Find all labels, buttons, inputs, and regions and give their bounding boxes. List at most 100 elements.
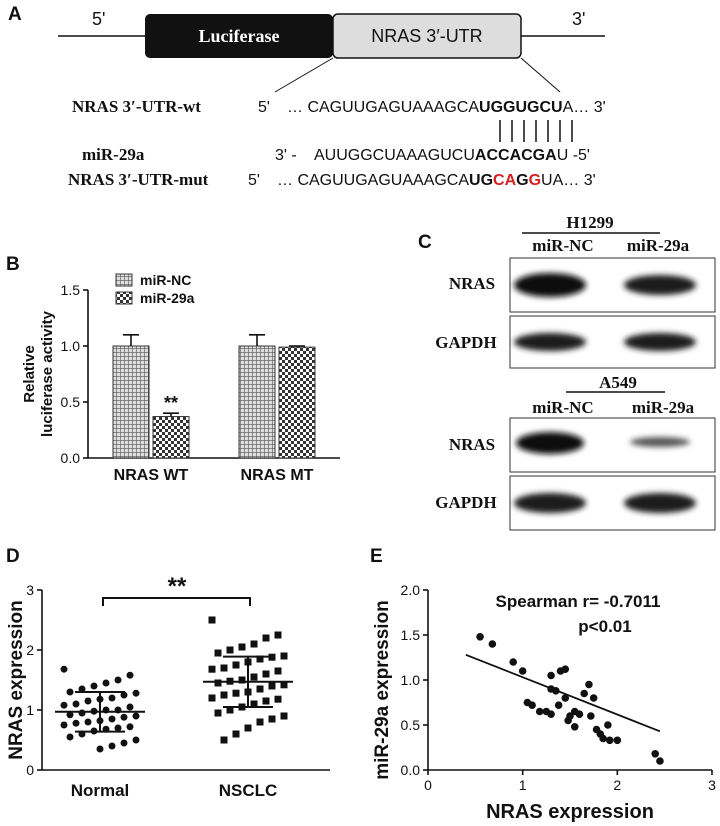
- data-point: [66, 688, 74, 696]
- data-point: [214, 679, 222, 687]
- data-point: [78, 709, 86, 717]
- data-point: [72, 719, 80, 727]
- data-point: [580, 689, 588, 698]
- luciferase-label: Luciferase: [199, 26, 280, 46]
- data-point: [232, 661, 240, 669]
- data-point: [528, 701, 536, 709]
- sequence-segment: A… 3': [563, 99, 606, 116]
- sequence-segment: G: [516, 172, 528, 189]
- data-point: [262, 634, 270, 642]
- data-point: [132, 712, 140, 720]
- luciferase-box: [145, 14, 333, 58]
- data-point: [208, 616, 216, 624]
- sequence-segment: AUUGGCUAAAGUCU: [314, 147, 475, 164]
- protein-label: NRAS: [449, 274, 495, 293]
- data-point: [96, 745, 104, 753]
- data-point: [244, 724, 252, 732]
- lane-label: miR-NC: [532, 398, 593, 417]
- sequence-segment: UGGUGCU: [479, 99, 563, 116]
- sequence-segment: UA… 3': [541, 172, 596, 189]
- data-point: [72, 700, 80, 708]
- five-prime: 5': [92, 9, 105, 29]
- data-point: [651, 750, 659, 758]
- sequence-segment: … CAGUUGAGUAAAGCA: [277, 172, 469, 189]
- y-axis-label: miR-29a expression: [372, 600, 393, 780]
- sequence: 5'… CAGUUGAGUAAAGCAUGCAGGUA… 3': [248, 172, 596, 189]
- blot-bands: [514, 273, 696, 513]
- x-tick-label: NSCLC: [219, 781, 278, 800]
- panel-label: C: [418, 232, 432, 253]
- data-point: [599, 734, 607, 743]
- data-point: [238, 676, 246, 684]
- data-point: [208, 665, 216, 673]
- annotation: **: [168, 573, 187, 600]
- panel-label: B: [6, 254, 20, 275]
- data-point: [132, 689, 140, 697]
- x-tick-label: NRAS WT: [114, 467, 189, 484]
- sequence-segment: CA: [493, 172, 517, 189]
- data-point: [274, 667, 282, 675]
- significance-bracket: [102, 597, 251, 606]
- error-bar: [123, 334, 139, 346]
- data-point: [256, 718, 264, 726]
- three-prime: 3': [572, 9, 585, 29]
- data-point: [554, 701, 563, 709]
- data-point: [256, 685, 264, 693]
- data-point: [126, 671, 134, 679]
- legend-label: miR-29a: [140, 290, 195, 306]
- x-tick-label: 2: [613, 777, 621, 793]
- y-tick-label: 2: [26, 642, 34, 658]
- data-point: [488, 640, 497, 648]
- panel-label: A: [8, 4, 22, 25]
- lane-label: miR-29a: [632, 398, 695, 417]
- panel-label: D: [6, 546, 20, 567]
- sequence-segment: 5': [248, 172, 260, 189]
- row-label: NRAS 3′-UTR-wt: [72, 97, 201, 116]
- row-label: miR-29a: [82, 145, 145, 164]
- data-point: [280, 681, 288, 689]
- y-tick-label: 2.0: [401, 582, 421, 598]
- y-tick-label: 1.0: [401, 672, 421, 688]
- y-tick-label: 0.5: [401, 717, 421, 733]
- data-point: [126, 703, 134, 711]
- data-point: [132, 736, 140, 744]
- x-tick-label: NRAS MT: [241, 467, 314, 484]
- fit-line: [465, 653, 661, 733]
- y-axis-label-line: Relative: [21, 345, 38, 403]
- y-axis-label-line: luciferase activity: [39, 310, 56, 437]
- annotation: Spearman r= -0.7011: [496, 592, 661, 611]
- y-tick-label: 1.0: [61, 338, 81, 354]
- data-point: [274, 631, 282, 639]
- sequence-segment: … CAGUUGAGUAAAGCA: [287, 99, 479, 116]
- y-tick-label: 0.0: [401, 762, 421, 778]
- data-point: [280, 712, 288, 720]
- y-tick-label: 0: [26, 762, 34, 778]
- protein-label: GAPDH: [435, 333, 496, 352]
- data-point: [250, 640, 258, 648]
- data-point: [570, 723, 579, 731]
- data-point: [250, 673, 258, 681]
- sequence-segment: G: [529, 172, 541, 189]
- y-axis-label: NRAS expression: [6, 600, 27, 759]
- data-point: [120, 691, 128, 699]
- y-tick-label: 1: [26, 702, 34, 718]
- legend-label: miR-NC: [140, 272, 191, 288]
- data-point: [66, 711, 74, 719]
- x-tick-label: Normal: [71, 781, 130, 800]
- data-point: [120, 713, 128, 721]
- data-point: [518, 667, 527, 675]
- blot-boxes: [509, 257, 716, 531]
- error-bar: [163, 412, 179, 417]
- zoom-line: [274, 57, 334, 93]
- data-point: [547, 671, 555, 680]
- y-tick-label: 3: [26, 582, 34, 598]
- cell-line: A549: [599, 373, 637, 392]
- row-label: NRAS 3′-UTR-mut: [68, 170, 209, 189]
- y-tick-label: 1.5: [401, 627, 421, 643]
- data-point: [605, 736, 614, 745]
- data-point: [262, 670, 270, 678]
- data-point: [587, 712, 595, 720]
- data-point: [256, 655, 264, 663]
- error-bar: [249, 334, 265, 346]
- legend-swatch: [115, 273, 133, 287]
